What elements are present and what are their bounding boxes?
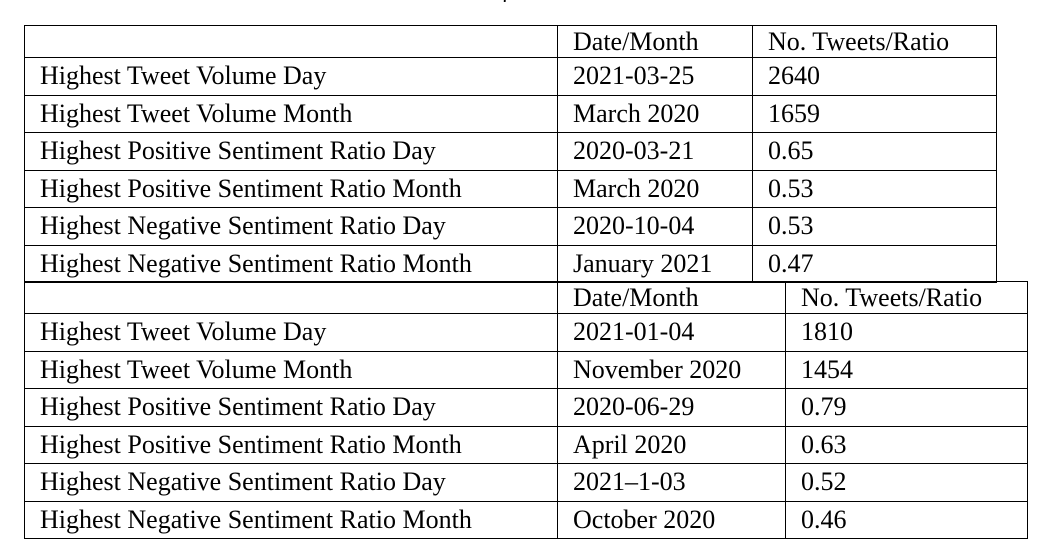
- header-cell-date: Date/Month: [557, 25, 753, 58]
- row-date: 2021–1-03: [557, 463, 786, 502]
- row-label: Highest Positive Sentiment Ratio Month: [24, 425, 558, 464]
- row-label: Highest Tweet Volume Day: [24, 57, 558, 96]
- header-cell-value: No. Tweets/Ratio: [752, 25, 997, 58]
- row-label: Highest Negative Sentiment Ratio Month: [24, 244, 558, 283]
- row-value: 0.46: [785, 500, 1028, 539]
- row-date: 2020-03-21: [557, 132, 753, 171]
- row-date: April 2020: [557, 425, 786, 464]
- header-cell-date: Date/Month: [557, 281, 786, 314]
- header-row: Date/Month No. Tweets/Ratio: [24, 25, 997, 58]
- row-value: 0.65: [752, 132, 997, 171]
- table-row: Highest Negative Sentiment Ratio Day 202…: [24, 207, 997, 246]
- row-label: Highest Tweet Volume Day: [24, 313, 558, 352]
- row-value: 1454: [785, 350, 1028, 389]
- row-date: March 2020: [557, 94, 753, 133]
- row-date: 2020-06-29: [557, 388, 786, 427]
- table-row: Highest Tweet Volume Month November 2020…: [24, 350, 1028, 389]
- row-label: Highest Positive Sentiment Ratio Month: [24, 169, 558, 208]
- row-value: 0.52: [785, 463, 1028, 502]
- row-value: 1810: [785, 313, 1028, 352]
- row-label: Highest Positive Sentiment Ratio Day: [24, 132, 558, 171]
- stats-table-1: Date/Month No. Tweets/Ratio Highest Twee…: [24, 25, 997, 283]
- table-row: Highest Negative Sentiment Ratio Day 202…: [24, 463, 1028, 502]
- row-label: Highest Positive Sentiment Ratio Day: [24, 388, 558, 427]
- table-row: Highest Negative Sentiment Ratio Month O…: [24, 500, 1028, 539]
- row-value: 0.47: [752, 244, 997, 283]
- row-value: 0.79: [785, 388, 1028, 427]
- table-row: Highest Positive Sentiment Ratio Month A…: [24, 425, 1028, 464]
- row-label: Highest Tweet Volume Month: [24, 350, 558, 389]
- row-label: Highest Negative Sentiment Ratio Day: [24, 463, 558, 502]
- row-date: 2021-03-25: [557, 57, 753, 96]
- table-row: Highest Positive Sentiment Ratio Day 202…: [24, 388, 1028, 427]
- table-row: Highest Tweet Volume Month March 2020 16…: [24, 94, 997, 133]
- row-date: March 2020: [557, 169, 753, 208]
- row-label: Highest Negative Sentiment Ratio Month: [24, 500, 558, 539]
- row-label: Highest Tweet Volume Month: [24, 94, 558, 133]
- row-value: 2640: [752, 57, 997, 96]
- row-date: 2021-01-04: [557, 313, 786, 352]
- row-value: 0.53: [752, 169, 997, 208]
- header-cell-label: [24, 25, 558, 58]
- row-value: 0.63: [785, 425, 1028, 464]
- row-date: January 2021: [557, 244, 753, 283]
- row-value: 1659: [752, 94, 997, 133]
- header-cell-value: No. Tweets/Ratio: [785, 281, 1028, 314]
- row-label: Highest Negative Sentiment Ratio Day: [24, 207, 558, 246]
- stats-table-2: Date/Month No. Tweets/Ratio Highest Twee…: [24, 281, 1028, 539]
- row-date: 2020-10-04: [557, 207, 753, 246]
- table-row: Highest Tweet Volume Day 2021-03-25 2640: [24, 57, 997, 96]
- row-date: November 2020: [557, 350, 786, 389]
- table-row: Highest Negative Sentiment Ratio Month J…: [24, 244, 997, 283]
- header-cell-label: [24, 281, 558, 314]
- table-row: Highest Positive Sentiment Ratio Month M…: [24, 169, 997, 208]
- table-row: Highest Positive Sentiment Ratio Day 202…: [24, 132, 997, 171]
- row-value: 0.53: [752, 207, 997, 246]
- table-row: Highest Tweet Volume Day 2021-01-04 1810: [24, 313, 1028, 352]
- header-row: Date/Month No. Tweets/Ratio: [24, 281, 1028, 314]
- caption-fragment: ): [500, 0, 507, 2]
- row-date: October 2020: [557, 500, 786, 539]
